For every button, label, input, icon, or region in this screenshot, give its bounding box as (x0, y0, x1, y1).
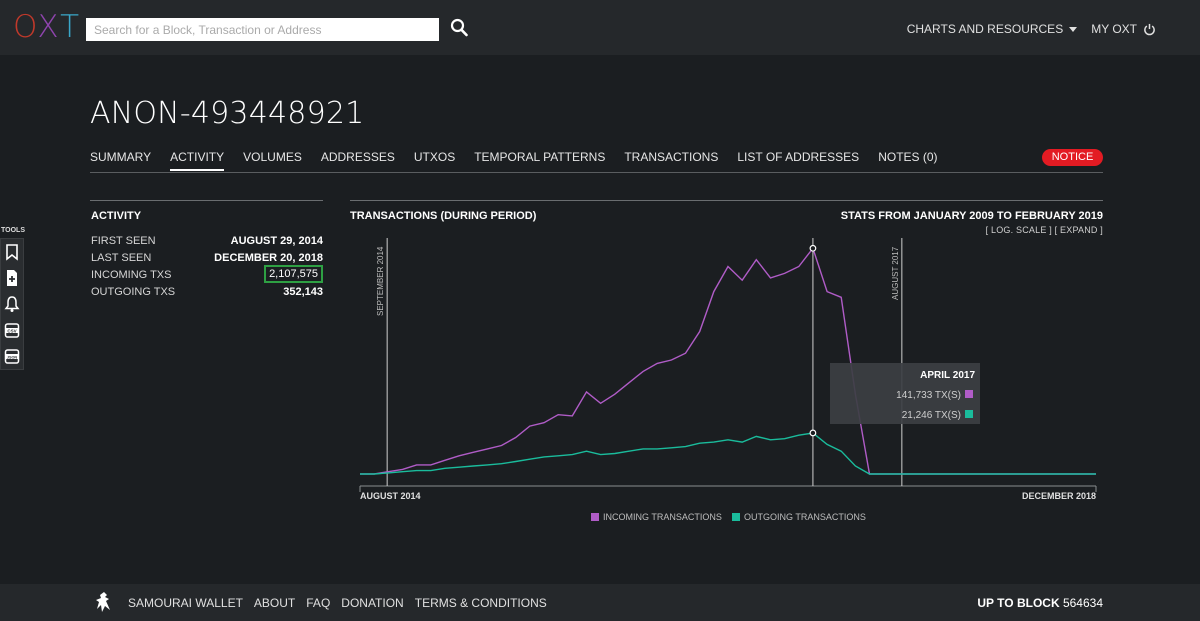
tab-divider (90, 172, 1103, 173)
legend-swatch-outgoing (732, 513, 740, 521)
tab-addresses[interactable]: ADDRESSES (320, 150, 395, 164)
tab-list-of-addresses[interactable]: LIST OF ADDRESSES (737, 150, 860, 164)
chart-heading: TRANSACTIONS (DURING PERIOD) (350, 210, 537, 222)
footer-links: SAMOURAI WALLET ABOUT FAQ DONATION TERMS & C… (128, 596, 547, 610)
footer-link-samourai-wallet[interactable]: SAMOURAI WALLET (128, 596, 243, 610)
stats-range-title: STATS FROM JANUARY 2009 TO FEBRUARY 2019 (840, 210, 1103, 222)
tools-sidebar: TOOLS CSV JSON (0, 227, 25, 370)
block-height-info: UP TO BLOCK 564634 (977, 596, 1103, 610)
my-oxt-menu[interactable]: MY OXT (1091, 22, 1156, 36)
tab-temporal-patterns[interactable]: TEMPORAL PATTERNS (474, 150, 606, 164)
footer-link-about[interactable]: ABOUT (253, 596, 296, 610)
marker-label: AUGUST 2017 (891, 246, 900, 300)
charts-resources-menu[interactable]: CHARTS AND RESOURCES (907, 22, 1078, 36)
legend-swatch-incoming (591, 513, 599, 521)
tab-utxos[interactable]: UTXOS (413, 150, 456, 164)
activity-value: AUGUST 29, 2014 (230, 235, 323, 247)
tab-bar: SUMMARY ACTIVITY VOLUMES ADDRESSES UTXOS TEMP… (90, 150, 957, 171)
tooltip-value: 141,733 TX(S) (896, 390, 961, 401)
tab-summary[interactable]: SUMMARY (90, 150, 152, 164)
activity-row: INCOMING TXS 2,107,575 (91, 265, 323, 285)
tooltip-title: APRIL 2017 (920, 370, 975, 381)
activity-value: 2,107,575 (264, 265, 323, 283)
csv-export-icon[interactable]: CSV (4, 321, 20, 339)
x-tick-label-end: DECEMBER 2018 (1022, 491, 1096, 501)
hover-point (809, 244, 817, 252)
activity-label: INCOMING TXS (91, 269, 172, 281)
activity-label: FIRST SEEN (91, 235, 156, 247)
tab-transactions[interactable]: TRANSACTIONS (624, 150, 719, 164)
tab-volumes[interactable]: VOLUMES (243, 150, 302, 164)
transactions-chart[interactable]: AUGUST 2014 DECEMBER 2018 SEPTEMBER 2014 AU… (350, 230, 1110, 530)
hover-point (809, 429, 817, 437)
tooltip-swatch (965, 410, 973, 418)
activity-label: OUTGOING TXS (91, 286, 176, 298)
activity-label: LAST SEEN (91, 252, 152, 264)
tools-label: TOOLS (1, 227, 25, 234)
footer-link-donation[interactable]: DONATION (341, 596, 404, 610)
activity-row: FIRST SEEN AUGUST 29, 2014 (91, 234, 323, 251)
activity-value: 352,143 (283, 286, 323, 298)
x-tick-label-start: AUGUST 2014 (360, 491, 421, 501)
tab-notes-0[interactable]: NOTES (0) (878, 150, 938, 164)
top-bar: OXT CHARTS AND RESOURCES MY OXT (0, 0, 1200, 55)
notice-button[interactable]: NOTICE (1042, 149, 1103, 166)
header-nav: CHARTS AND RESOURCES MY OXT (907, 22, 1156, 36)
activity-heading: ACTIVITY (91, 210, 142, 222)
tooltip-value: 21,246 TX(S) (902, 410, 961, 421)
chart-divider (350, 200, 1103, 201)
tools-panel: CSV JSON (0, 238, 24, 370)
legend-label-outgoing: OUTGOING TRANSACTIONS (744, 512, 866, 522)
series-line-outgoing (360, 432, 1096, 475)
power-icon (1144, 23, 1155, 35)
tooltip-swatch (965, 390, 973, 398)
activity-row: OUTGOING TXS 352,143 (91, 285, 323, 302)
chevron-down-icon (1069, 27, 1078, 32)
json-export-icon[interactable]: JSON (4, 347, 20, 365)
legend-label-incoming: INCOMING TRANSACTIONS (603, 512, 722, 522)
activity-divider (90, 200, 323, 201)
search-icon[interactable] (450, 18, 468, 38)
footer-link-faq[interactable]: FAQ (306, 596, 331, 610)
activity-row: LAST SEEN DECEMBER 20, 2018 (91, 251, 323, 268)
tab-activity[interactable]: ACTIVITY (170, 150, 225, 171)
svg-text:CSV: CSV (7, 328, 16, 333)
oxt-logo[interactable]: OXT (13, 9, 82, 45)
marker-label: SEPTEMBER 2014 (376, 246, 385, 316)
page-title: ANON-493448921 (90, 96, 365, 131)
activity-table: FIRST SEEN AUGUST 29, 2014 LAST SEEN DECEMB… (91, 234, 323, 302)
bookmark-icon[interactable] (4, 243, 20, 261)
footer: SAMOURAI WALLET ABOUT FAQ DONATION TERMS & C… (0, 584, 1200, 621)
chart-scale-links[interactable]: [ LOG. SCALE ] [ EXPAND ] (985, 225, 1103, 235)
add-note-icon[interactable] (4, 269, 20, 287)
footer-link-terms-conditions[interactable]: TERMS & CONDITIONS (414, 596, 547, 610)
svg-text:JSON: JSON (7, 355, 18, 359)
tooltip-box (830, 363, 980, 424)
bell-icon[interactable] (4, 295, 20, 313)
samurai-logo[interactable] (94, 590, 114, 614)
activity-value: DECEMBER 20, 2018 (214, 252, 323, 264)
search-input[interactable] (86, 18, 439, 41)
